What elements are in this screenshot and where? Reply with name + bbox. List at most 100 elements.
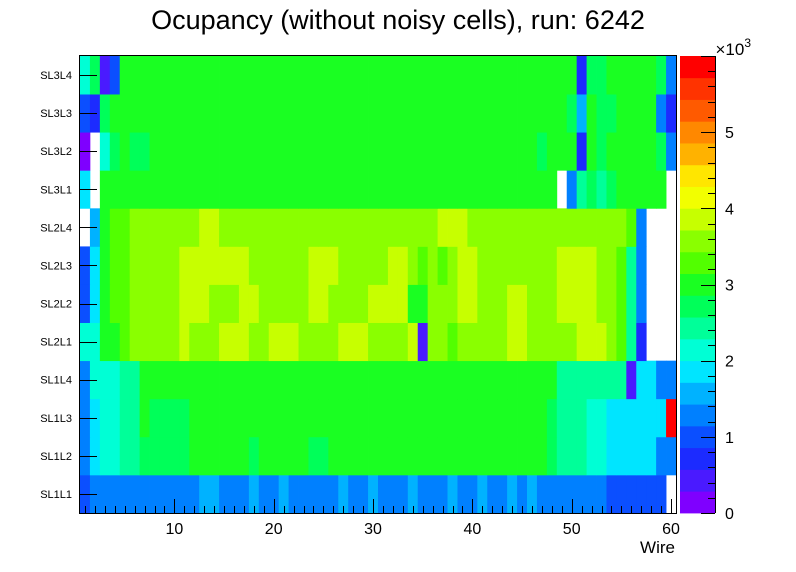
heatmap-cell bbox=[536, 474, 548, 514]
y-tick-label: SL1L4 bbox=[40, 375, 72, 387]
heatmap-cell bbox=[229, 170, 240, 209]
x-tick-label: 30 bbox=[364, 521, 382, 538]
heatmap-cell bbox=[248, 322, 260, 362]
heatmap-cell bbox=[497, 360, 508, 400]
heatmap-cell bbox=[467, 246, 478, 285]
color-scale-swatch bbox=[680, 404, 715, 427]
heatmap-cell bbox=[268, 284, 280, 323]
heatmap-cell bbox=[288, 56, 299, 95]
heatmap-cell bbox=[209, 170, 220, 209]
color-scale-swatch bbox=[680, 251, 715, 275]
heatmap-cell bbox=[368, 94, 379, 133]
heatmap-cell bbox=[129, 322, 140, 362]
heatmap-cell bbox=[417, 284, 429, 323]
heatmap-cell bbox=[209, 208, 220, 247]
heatmap-cell bbox=[159, 398, 170, 438]
heatmap-cell bbox=[308, 284, 319, 323]
heatmap-cell bbox=[258, 94, 270, 133]
heatmap-cell bbox=[387, 132, 399, 171]
heatmap-cell bbox=[527, 170, 538, 209]
heatmap-cell bbox=[407, 170, 419, 209]
heatmap-cell bbox=[169, 56, 180, 95]
heatmap-cell bbox=[556, 56, 568, 95]
heatmap-cell bbox=[576, 322, 587, 362]
heatmap-cell bbox=[527, 436, 538, 476]
heatmap-cell bbox=[288, 436, 299, 476]
heatmap-cell bbox=[278, 474, 289, 514]
heatmap-cell bbox=[219, 132, 230, 171]
heatmap-cell bbox=[437, 360, 448, 400]
heatmap-cell bbox=[467, 284, 478, 323]
heatmap-cell bbox=[318, 56, 329, 95]
heatmap-cell bbox=[199, 56, 210, 95]
heatmap-cell bbox=[656, 398, 667, 438]
heatmap-cell bbox=[477, 360, 488, 400]
heatmap-cell bbox=[467, 360, 478, 400]
heatmap-cell bbox=[268, 436, 280, 476]
heatmap-cell bbox=[358, 56, 369, 95]
heatmap-cell bbox=[179, 322, 190, 362]
heatmap-cell bbox=[586, 246, 597, 285]
color-scale-tick-label: 4 bbox=[725, 201, 734, 218]
heatmap-cell bbox=[119, 56, 131, 95]
heatmap-cell bbox=[596, 474, 607, 514]
heatmap-cell bbox=[209, 132, 220, 171]
heatmap-cell bbox=[546, 398, 558, 438]
heatmap-cell bbox=[248, 208, 260, 247]
heatmap-cell bbox=[636, 436, 647, 476]
heatmap-cell bbox=[546, 322, 558, 362]
heatmap-cell bbox=[397, 132, 409, 171]
heatmap-cell bbox=[556, 246, 568, 285]
heatmap-cell bbox=[606, 94, 617, 133]
color-scale-swatch bbox=[680, 382, 715, 405]
heatmap-cell bbox=[229, 246, 240, 285]
heatmap-cell bbox=[626, 56, 637, 95]
heatmap-cell bbox=[348, 94, 359, 133]
heatmap-cell bbox=[248, 246, 260, 285]
heatmap-cell bbox=[556, 436, 568, 476]
heatmap-cell bbox=[109, 56, 121, 95]
heatmap-cell bbox=[308, 474, 319, 514]
heatmap-cell bbox=[308, 170, 319, 209]
heatmap-cell bbox=[626, 284, 637, 323]
heatmap-cell bbox=[348, 398, 359, 438]
heatmap-cell bbox=[477, 474, 488, 514]
heatmap-cell bbox=[656, 436, 667, 476]
heatmap-cell bbox=[99, 246, 111, 285]
heatmap-cell bbox=[507, 436, 518, 476]
heatmap-cell bbox=[576, 398, 587, 438]
heatmap-cell bbox=[566, 284, 578, 323]
heatmap-cell bbox=[666, 56, 677, 95]
heatmap-cell bbox=[288, 132, 299, 171]
heatmap-cell bbox=[497, 436, 508, 476]
heatmap-cell bbox=[209, 322, 220, 362]
heatmap-cell bbox=[656, 94, 667, 133]
heatmap-cell bbox=[447, 360, 458, 400]
color-scale-swatch bbox=[680, 56, 715, 79]
x-tick-label: 50 bbox=[563, 521, 581, 538]
heatmap-cell bbox=[666, 94, 677, 133]
heatmap-cell bbox=[149, 56, 160, 95]
heatmap-cell bbox=[189, 398, 200, 438]
heatmap-cell bbox=[298, 246, 309, 285]
heatmap-cell bbox=[437, 398, 448, 438]
heatmap-cell bbox=[268, 132, 280, 171]
heatmap-cell bbox=[576, 436, 587, 476]
heatmap-cell bbox=[536, 208, 548, 247]
heatmap-cell bbox=[536, 170, 548, 209]
color-scale-tick-label: 1 bbox=[725, 430, 734, 447]
heatmap-cell bbox=[119, 398, 131, 438]
heatmap-cell bbox=[457, 170, 468, 209]
heatmap-cell bbox=[199, 208, 210, 247]
heatmap-cell bbox=[328, 436, 339, 476]
heatmap-cell bbox=[209, 398, 220, 438]
heatmap-cell bbox=[288, 284, 299, 323]
heatmap-cell bbox=[348, 56, 359, 95]
heatmap-cell bbox=[437, 284, 448, 323]
heatmap-cell bbox=[407, 132, 419, 171]
heatmap-cell bbox=[586, 170, 597, 209]
heatmap-cell bbox=[189, 360, 200, 400]
heatmap-cell bbox=[169, 284, 180, 323]
heatmap-cell bbox=[487, 132, 498, 171]
